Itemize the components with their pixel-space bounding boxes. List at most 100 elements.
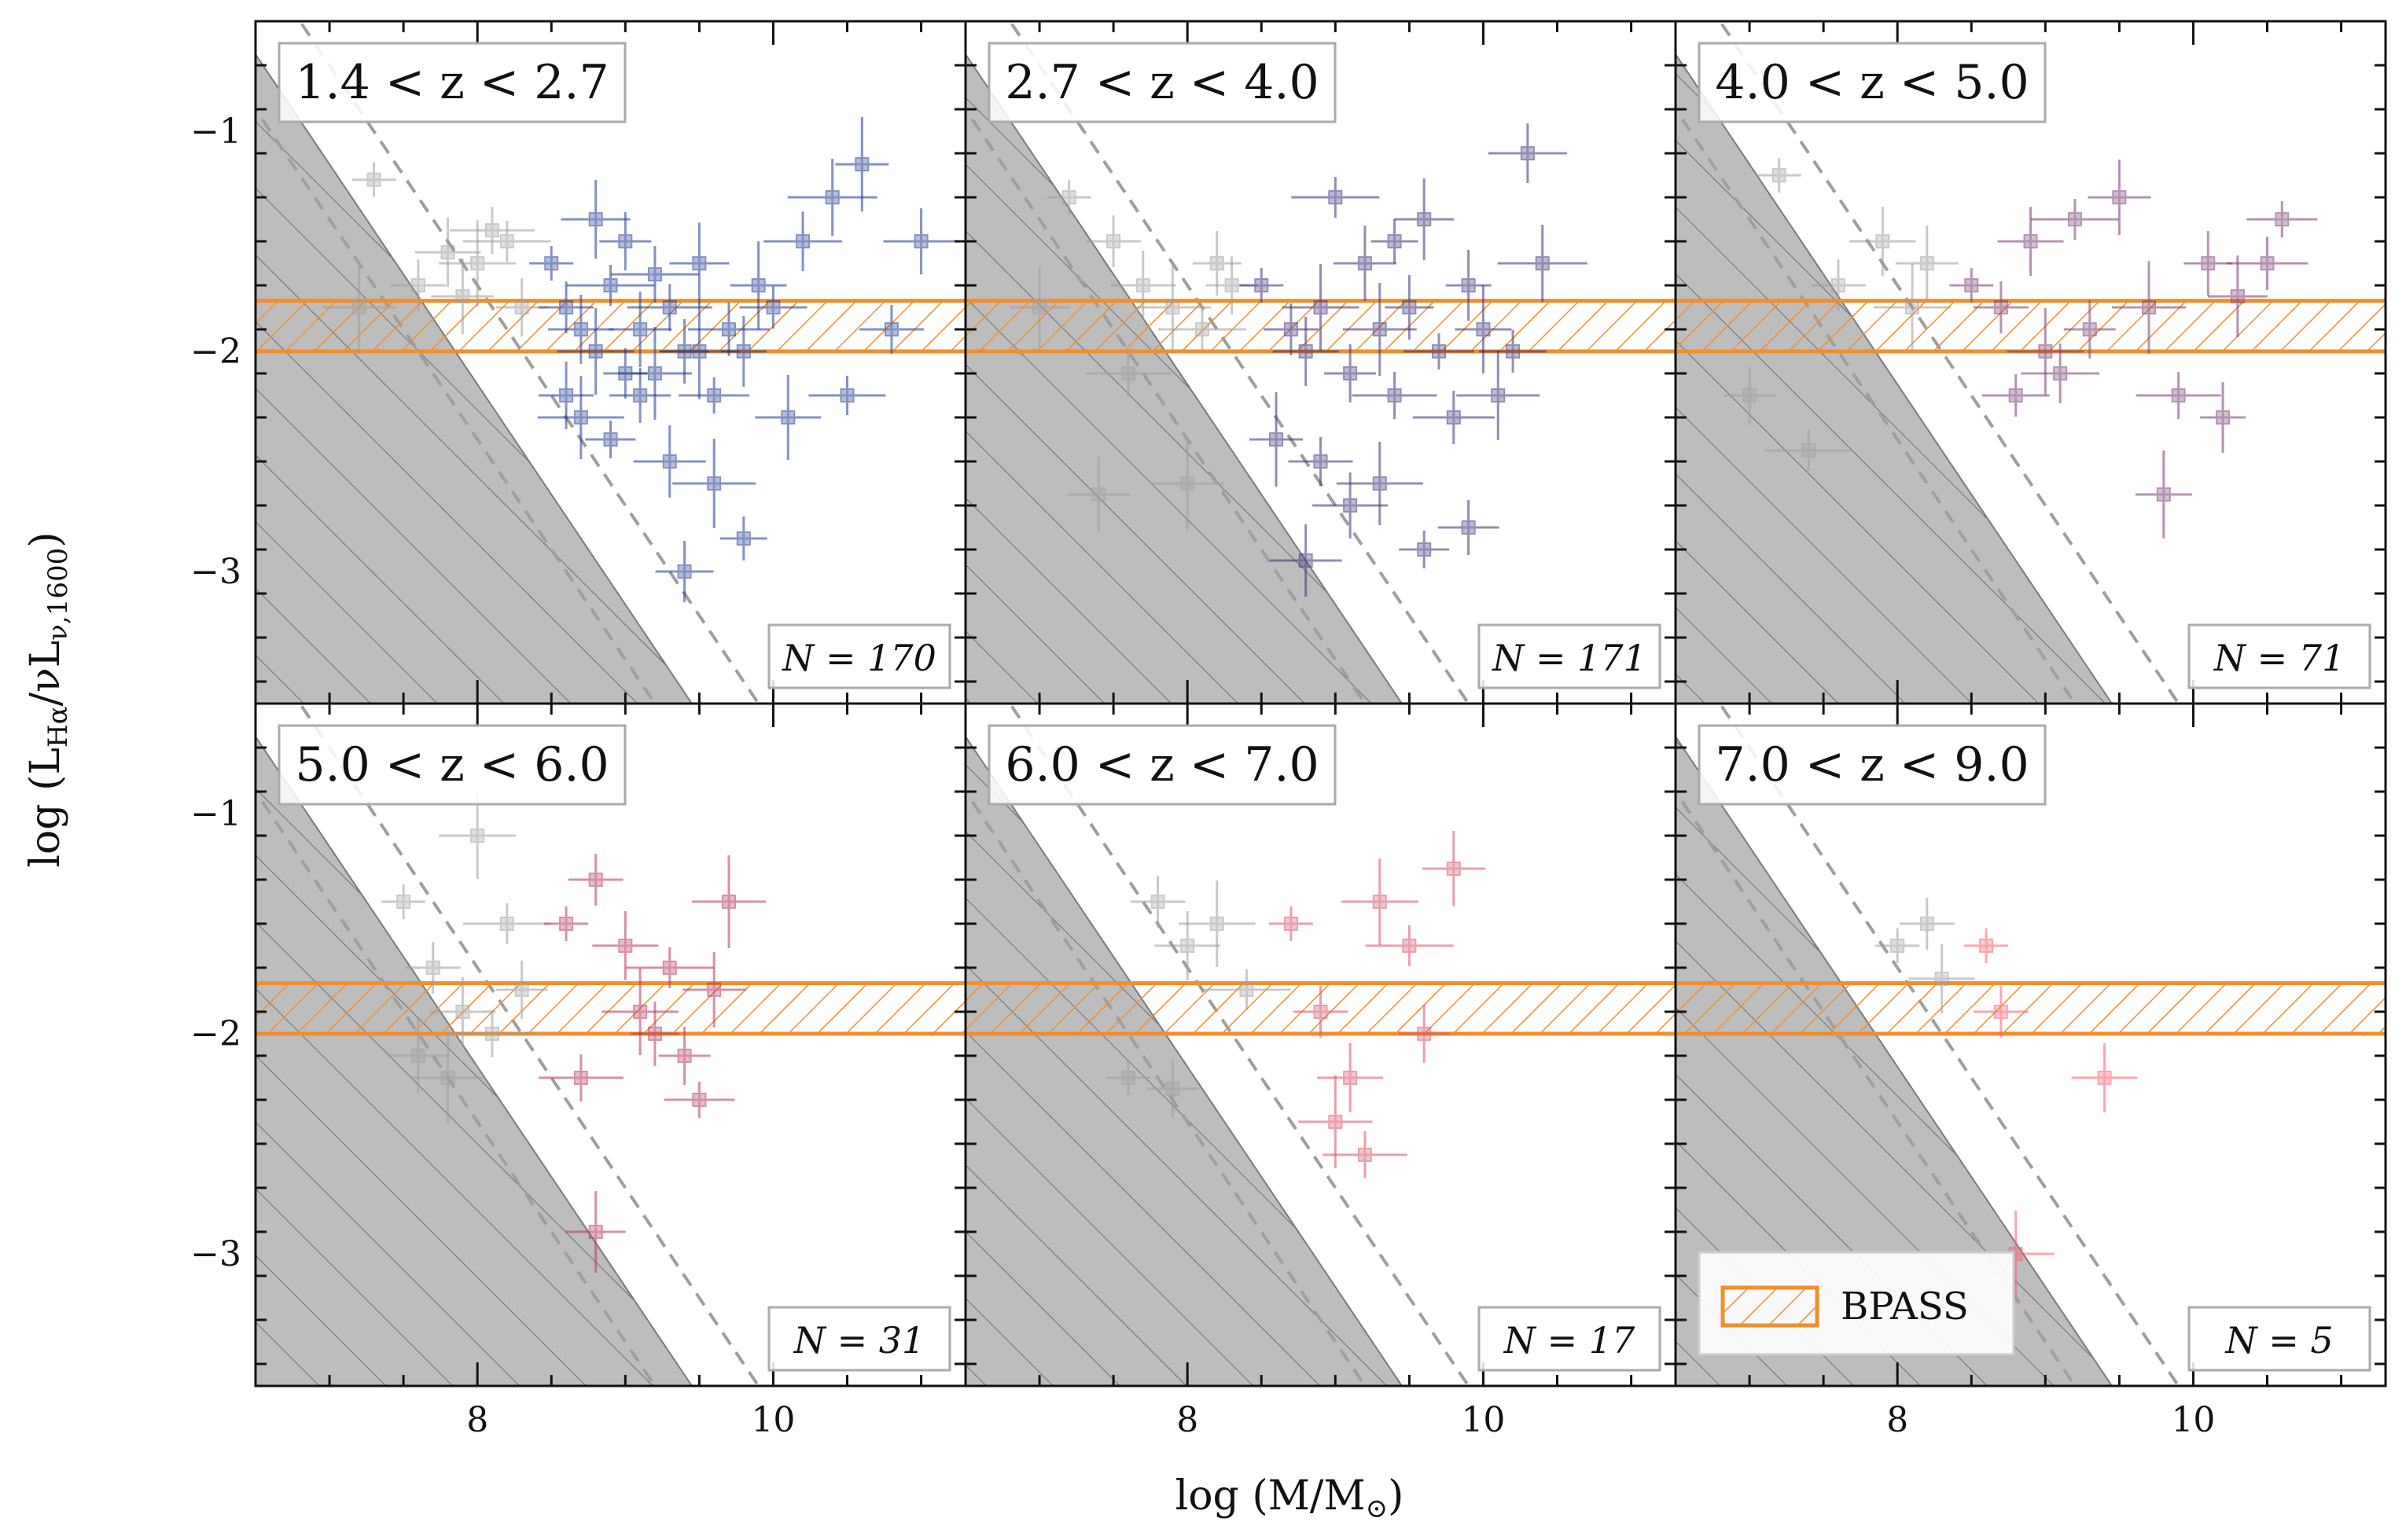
point-marker xyxy=(1964,278,1979,292)
point-marker xyxy=(1875,234,1890,248)
point-marker xyxy=(366,172,381,187)
point-marker xyxy=(2275,212,2290,226)
panel-frame xyxy=(1674,702,2387,1387)
point-marker xyxy=(647,1027,662,1041)
point-marker xyxy=(1432,344,1446,358)
data-point xyxy=(1997,207,2064,276)
data-point xyxy=(557,308,635,395)
data-point xyxy=(2136,372,2221,419)
point-marker xyxy=(677,1049,692,1063)
bpass-band-fill xyxy=(1676,983,2386,1034)
redshift-label-box xyxy=(278,42,627,123)
panels-group: −1 −2 −3 1.4 < z < 2.7 N = 170 2.7 < z < 4.0 N… xyxy=(190,20,2387,1440)
data-point xyxy=(1398,1005,1451,1063)
data-point xyxy=(585,421,636,458)
redshift-label-box xyxy=(988,42,1337,123)
excluded-region xyxy=(256,53,693,704)
data-point xyxy=(739,286,808,329)
point-marker xyxy=(1417,212,1432,226)
x-tick-label: 8 xyxy=(466,1400,488,1440)
panel-plot-area xyxy=(256,704,966,1386)
data-point xyxy=(1333,226,1396,301)
point-marker xyxy=(1343,498,1358,513)
data-point xyxy=(1370,219,1418,263)
data-point-grey xyxy=(439,792,517,879)
point-marker xyxy=(2082,322,2097,336)
excluded-region xyxy=(1676,53,2114,704)
point-marker xyxy=(618,939,633,953)
data-point-grey xyxy=(1134,264,1212,351)
legend-swatch xyxy=(1720,1285,1819,1328)
data-point xyxy=(1269,524,1342,597)
data-point-grey xyxy=(410,1031,485,1124)
y-tick-label: −3 xyxy=(190,1234,241,1274)
data-point-grey xyxy=(439,220,517,307)
point-marker xyxy=(1387,388,1402,402)
count-label-text: N = 71 xyxy=(2213,637,2345,679)
count-label: N = 31 xyxy=(767,1306,951,1372)
data-point xyxy=(1298,1075,1373,1168)
point-marker xyxy=(1491,388,1506,402)
point-marker xyxy=(1357,256,1372,270)
x-tick-label: 10 xyxy=(751,1400,795,1440)
point-marker xyxy=(1520,146,1535,160)
point-marker xyxy=(1298,553,1313,568)
point-marker xyxy=(692,344,707,358)
data-point xyxy=(2021,344,2100,403)
redshift-label: 7.0 < z < 9.0 xyxy=(1698,724,2047,806)
data-point xyxy=(1293,986,1348,1038)
x-tick-label: 10 xyxy=(2171,1400,2215,1440)
data-point-grey xyxy=(1202,969,1291,1010)
data-point xyxy=(1341,858,1418,945)
data-point xyxy=(633,425,706,498)
data-point xyxy=(787,159,877,236)
point-marker xyxy=(1165,300,1180,314)
data-point xyxy=(692,855,766,948)
data-point xyxy=(2135,450,2192,538)
data-point xyxy=(755,375,822,460)
panel-plot-area xyxy=(966,21,1676,704)
point-marker xyxy=(1993,1005,2008,1019)
point-marker xyxy=(707,476,722,491)
excluded-region xyxy=(966,53,1404,704)
point-marker xyxy=(1165,1082,1180,1096)
count-label: N = 17 xyxy=(1477,1306,1661,1372)
point-marker xyxy=(485,223,499,237)
data-point xyxy=(1479,330,1547,373)
svg-text:log (M/M⊙): log (M/M⊙) xyxy=(1175,1472,1404,1524)
redshift-label-text: 6.0 < z < 7.0 xyxy=(1005,737,1319,792)
panel-2: 2.7 < z < 4.0 N = 171 xyxy=(964,20,1677,705)
point-marker xyxy=(796,234,811,248)
point-marker xyxy=(1771,168,1786,182)
data-point xyxy=(682,952,746,1027)
data-point xyxy=(679,377,750,413)
count-label-text: N = 5 xyxy=(2224,1319,2333,1362)
point-marker xyxy=(1446,862,1461,876)
svg-text:log (LHα/νLν,1600): log (LHα/νLν,1600) xyxy=(22,531,74,867)
data-point xyxy=(2071,1043,2138,1112)
point-marker xyxy=(1357,1148,1372,1162)
data-point-grey xyxy=(1764,430,1853,471)
data-point xyxy=(1412,391,1495,444)
point-marker xyxy=(573,1071,588,1085)
data-point xyxy=(1263,303,1319,355)
point-marker xyxy=(410,278,425,292)
data-point-grey xyxy=(1146,1060,1199,1118)
legend-label: BPASS xyxy=(1841,1285,1969,1329)
point-marker xyxy=(1506,344,1521,358)
point-marker xyxy=(1919,917,1934,931)
data-point xyxy=(529,246,574,281)
point-marker xyxy=(1402,939,1417,953)
point-marker xyxy=(2008,388,2023,402)
point-marker xyxy=(692,256,707,270)
point-marker xyxy=(1417,1027,1432,1041)
point-marker xyxy=(855,157,870,171)
data-point xyxy=(1964,928,2009,963)
data-point xyxy=(1272,317,1339,386)
x-tick-label: 8 xyxy=(1886,1400,1908,1440)
data-point xyxy=(1249,392,1304,487)
data-point xyxy=(610,246,699,303)
data-point xyxy=(565,1191,626,1273)
redshift-label-box xyxy=(1698,724,2047,806)
data-point xyxy=(568,854,624,906)
